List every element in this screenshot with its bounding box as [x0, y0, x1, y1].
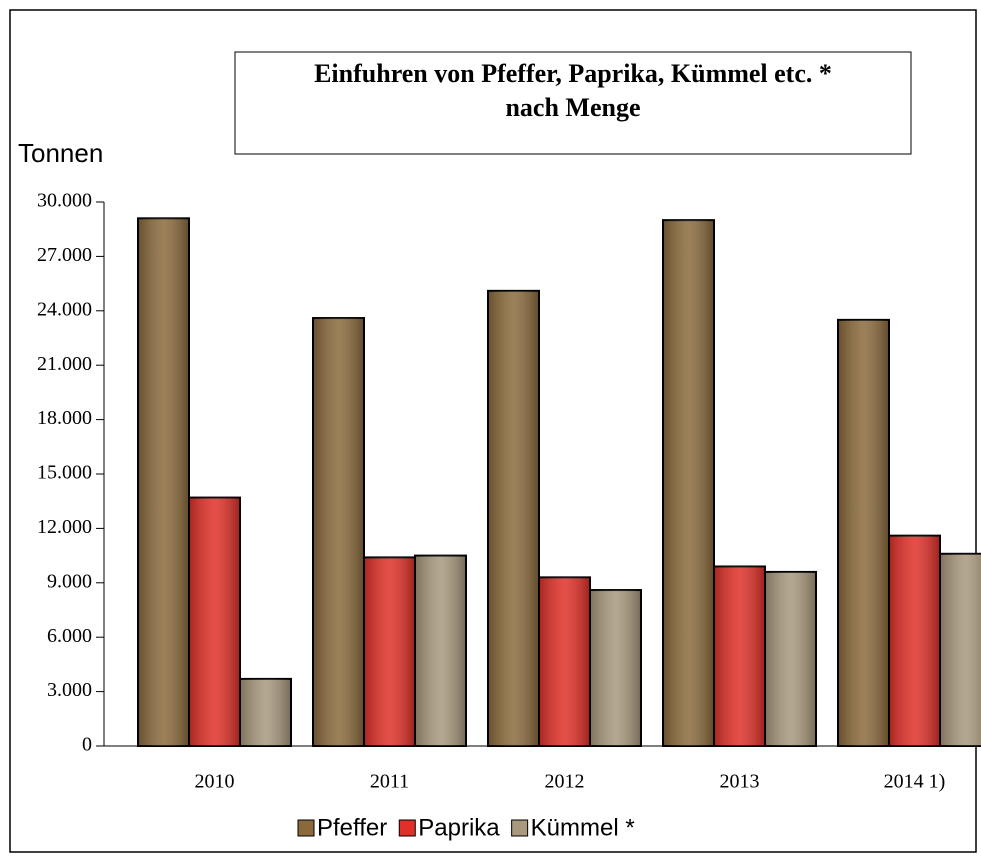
legend-swatch: [511, 819, 529, 837]
bar-shade: [765, 571, 816, 746]
bar-shade: [714, 566, 765, 746]
legend-label: Paprika: [418, 814, 500, 841]
bar-shade: [364, 557, 415, 746]
y-tick-label: 9.000: [47, 570, 92, 592]
y-axis-label: Tonnen: [18, 138, 103, 168]
bar-shade: [663, 220, 714, 747]
y-tick-label: 12.000: [37, 516, 92, 538]
y-tick-label: 21.000: [37, 353, 92, 375]
y-tick-label: 6.000: [47, 625, 92, 647]
y-tick-label: 3.000: [47, 679, 92, 701]
y-tick-label: 0: [82, 734, 92, 756]
legend-swatch: [297, 819, 315, 837]
bar-shade: [838, 319, 889, 746]
x-tick-label: 2010: [195, 771, 235, 793]
legend-swatch: [398, 819, 416, 837]
y-tick-label: 15.000: [37, 462, 92, 484]
chart-subtitle: nach Menge: [505, 93, 640, 122]
bar-shade: [313, 318, 364, 746]
x-tick-label: 2012: [545, 771, 585, 793]
title-box: [234, 51, 912, 155]
y-tick-label: 27.000: [37, 244, 92, 266]
bar-shade: [488, 290, 539, 746]
bar-shade: [940, 553, 981, 746]
legend-label: Kümmel *: [531, 814, 635, 841]
y-tick-label: 24.000: [37, 298, 92, 320]
bar-shade: [189, 497, 240, 746]
bar-shade: [138, 218, 189, 746]
bar-shade: [240, 678, 291, 746]
bar-shade: [889, 535, 940, 746]
x-tick-label: 2013: [720, 771, 760, 793]
bar-shade: [415, 555, 466, 746]
y-tick-label: 30.000: [37, 190, 92, 212]
frame: [9, 9, 977, 853]
x-tick-label: 2011: [370, 771, 409, 793]
x-tick-label: 2014 1): [884, 771, 946, 793]
bar-shade: [590, 590, 641, 746]
y-tick-label: 18.000: [37, 407, 92, 429]
legend-label: Pfeffer: [317, 814, 387, 841]
bar-shade: [539, 577, 590, 746]
chart-title: Einfuhren von Pfeffer, Paprika, Kümmel e…: [314, 59, 832, 88]
